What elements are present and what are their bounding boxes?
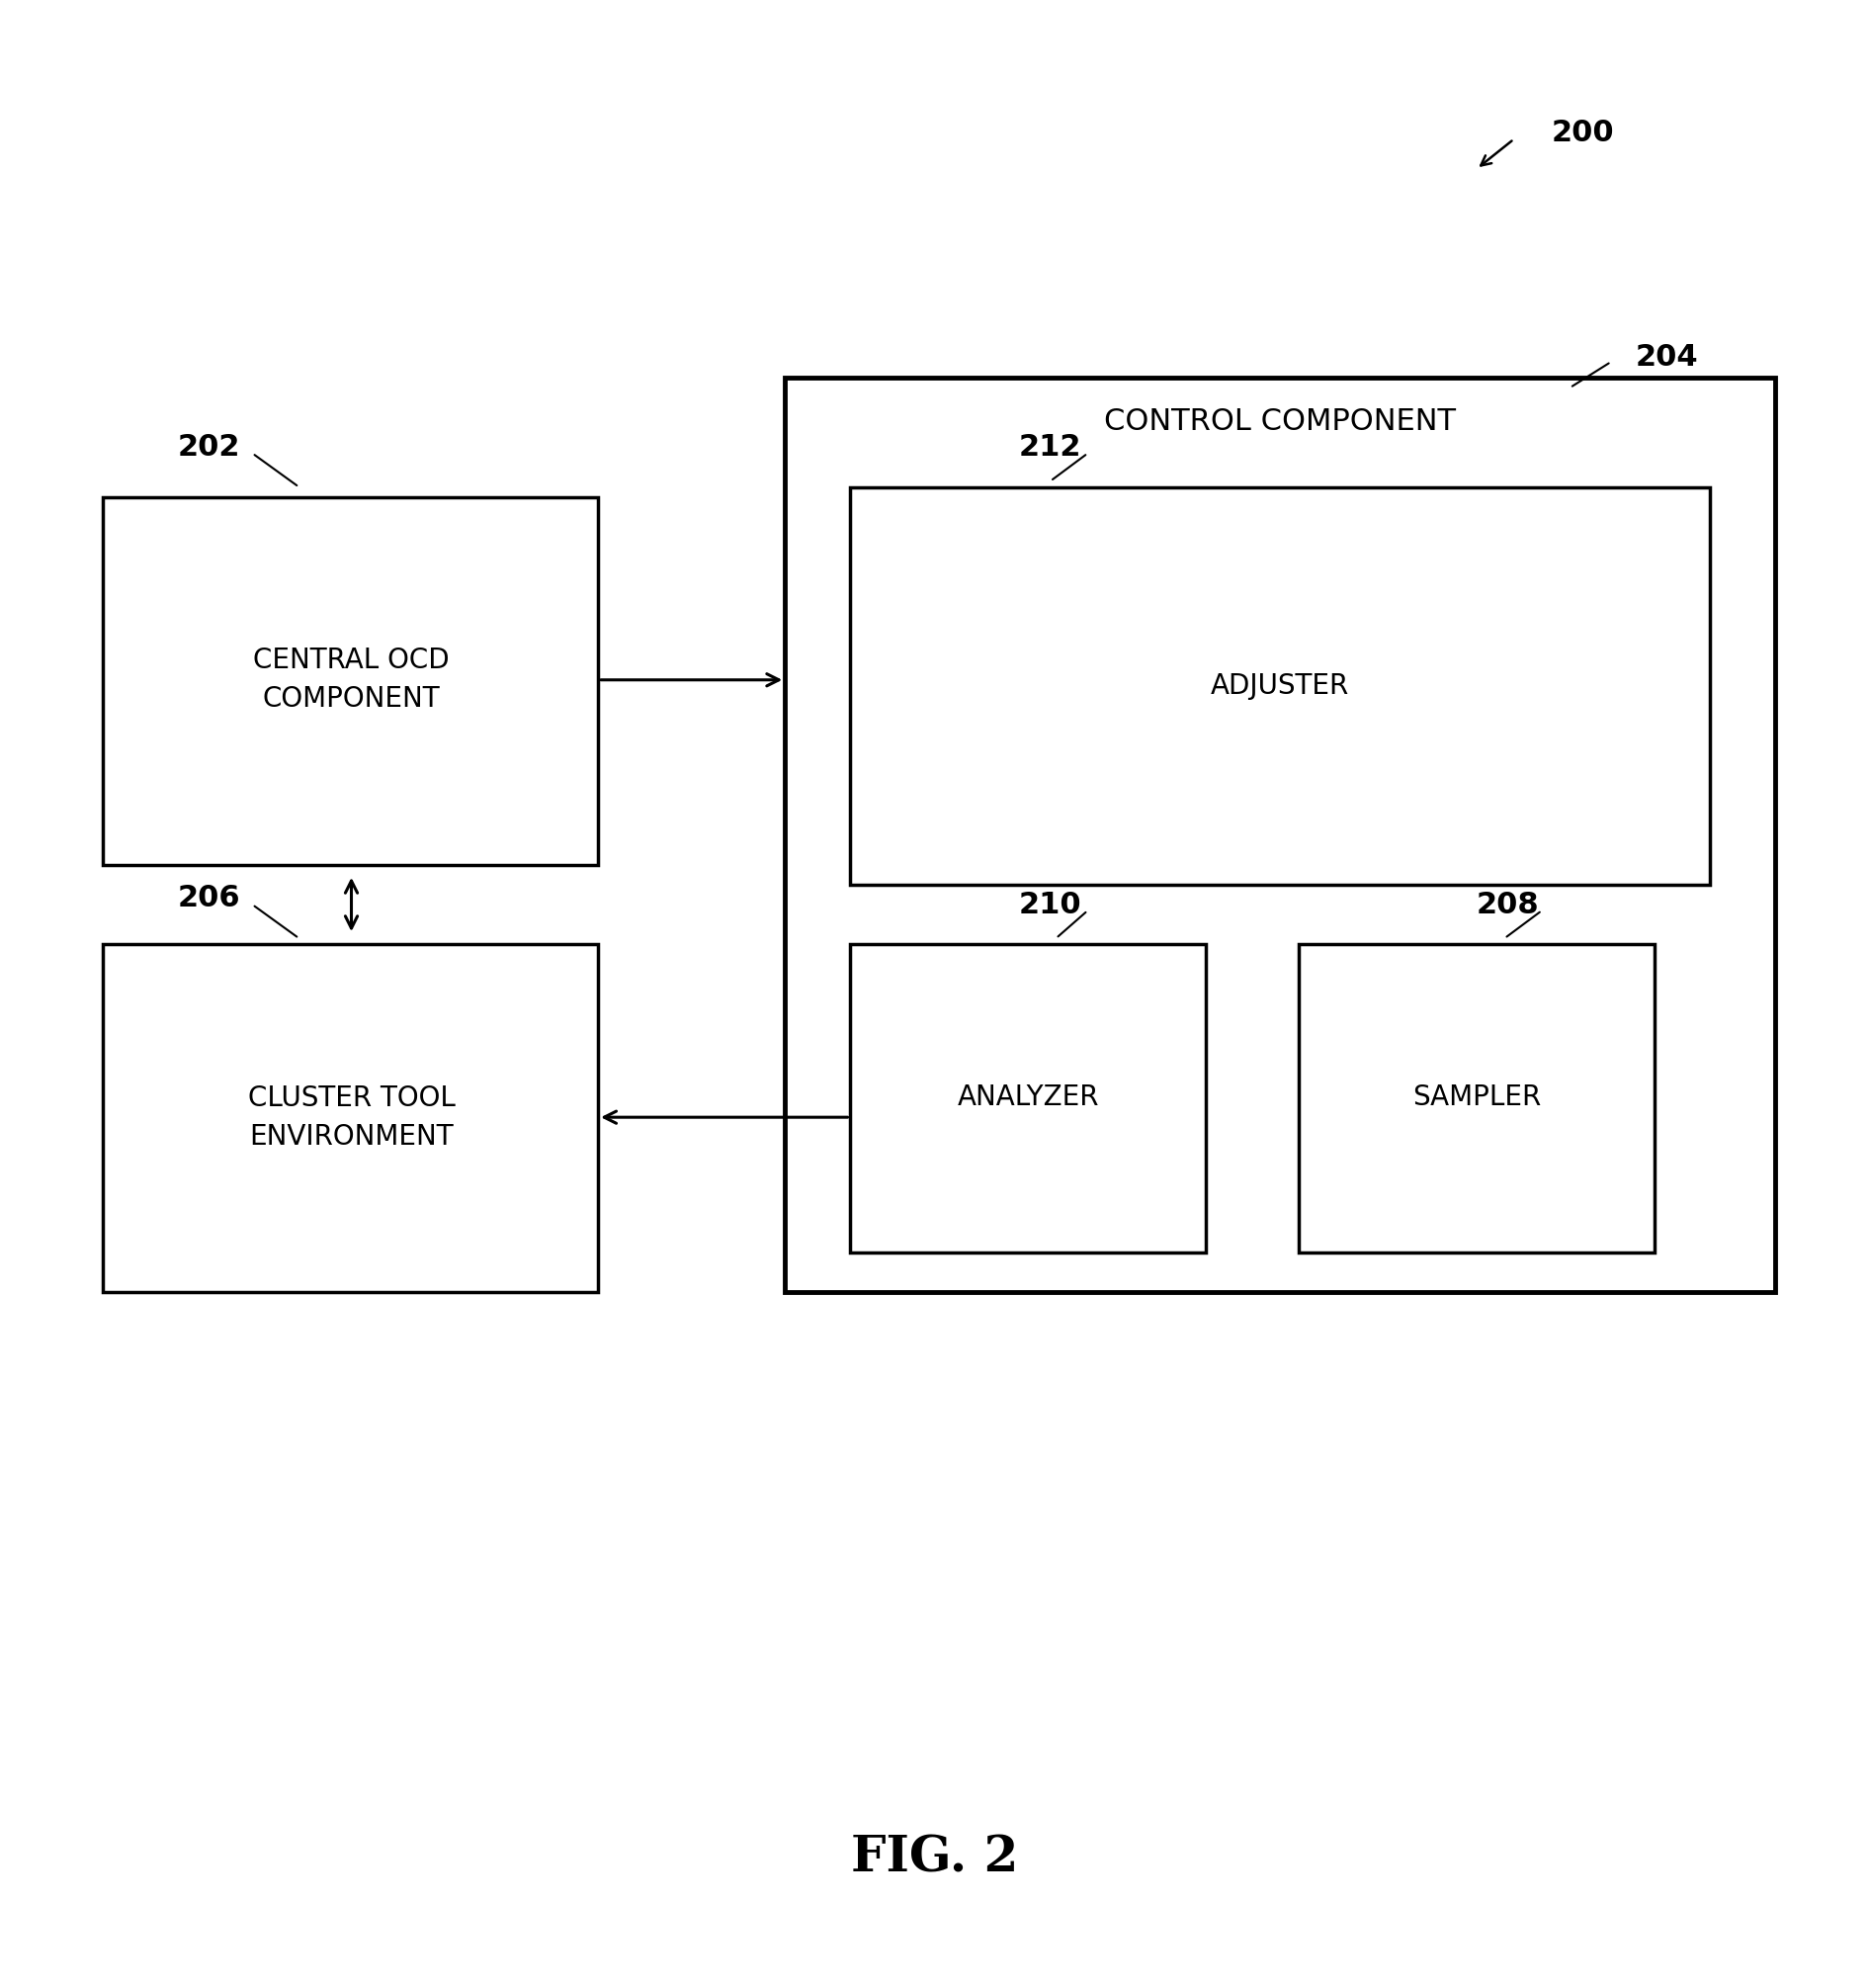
FancyBboxPatch shape bbox=[785, 378, 1776, 1292]
Text: CENTRAL OCD
COMPONENT: CENTRAL OCD COMPONENT bbox=[252, 646, 450, 714]
Text: 200: 200 bbox=[1551, 119, 1615, 147]
Text: 206: 206 bbox=[178, 885, 241, 912]
Text: ADJUSTER: ADJUSTER bbox=[1211, 672, 1349, 700]
FancyBboxPatch shape bbox=[850, 944, 1206, 1252]
Text: FIG. 2: FIG. 2 bbox=[850, 1835, 1019, 1883]
Text: 212: 212 bbox=[1019, 433, 1082, 461]
Text: 208: 208 bbox=[1477, 891, 1540, 918]
Text: CONTROL COMPONENT: CONTROL COMPONENT bbox=[1105, 408, 1456, 435]
Text: ANALYZER: ANALYZER bbox=[957, 1083, 1099, 1111]
Text: 202: 202 bbox=[178, 433, 241, 461]
Text: SAMPLER: SAMPLER bbox=[1413, 1083, 1540, 1111]
FancyBboxPatch shape bbox=[103, 944, 598, 1292]
Text: 210: 210 bbox=[1019, 891, 1082, 918]
FancyBboxPatch shape bbox=[1299, 944, 1654, 1252]
Text: CLUSTER TOOL
ENVIRONMENT: CLUSTER TOOL ENVIRONMENT bbox=[249, 1083, 454, 1151]
Text: 204: 204 bbox=[1635, 344, 1699, 372]
FancyBboxPatch shape bbox=[103, 497, 598, 865]
FancyBboxPatch shape bbox=[850, 487, 1710, 885]
